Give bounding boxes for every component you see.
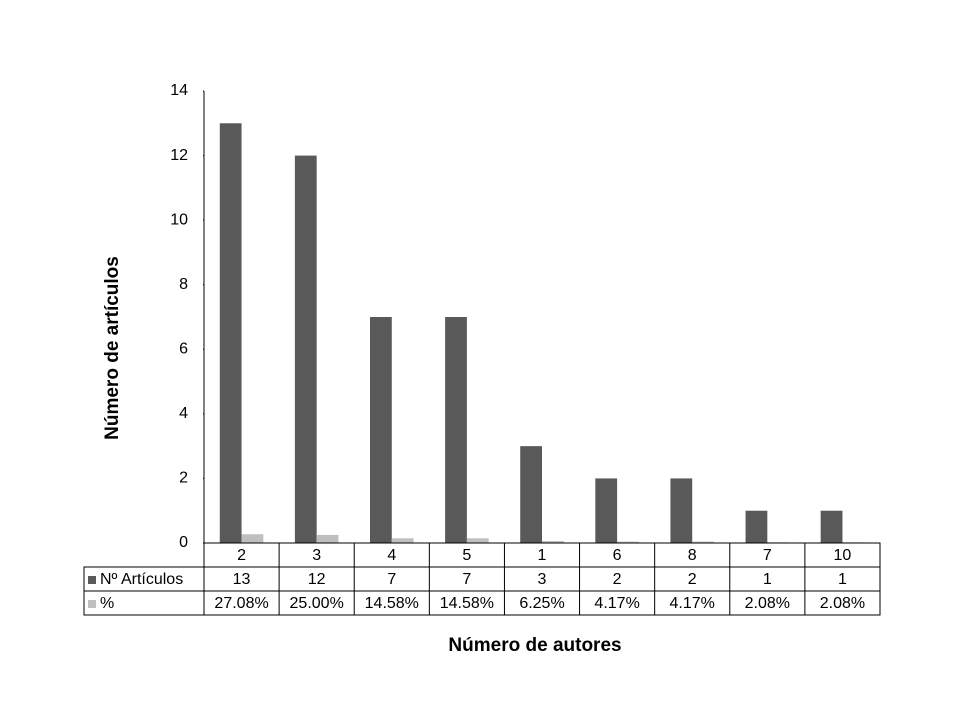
table-value: 1 <box>763 571 772 588</box>
table-value: 2.08% <box>745 595 790 612</box>
table-value: 2 <box>688 571 697 588</box>
x-tick-label: 6 <box>613 547 622 564</box>
x-tick-label: 7 <box>763 547 772 564</box>
bar <box>617 541 639 543</box>
bar <box>595 478 618 543</box>
bar <box>692 541 715 543</box>
legend-swatch <box>88 600 96 608</box>
x-tick-label: 1 <box>538 547 547 564</box>
table-value: 4.17% <box>594 595 639 612</box>
bar <box>520 446 542 543</box>
legend-label: % <box>100 595 114 612</box>
bar <box>670 478 693 543</box>
table-value: 1 <box>838 571 847 588</box>
table-value: 4.17% <box>670 595 715 612</box>
x-tick-label: 3 <box>312 547 321 564</box>
y-axis-title: Número de artículos <box>102 256 123 440</box>
table-value: 12 <box>308 571 326 588</box>
y-tick-label: 6 <box>179 341 188 358</box>
table-value: 27.08% <box>214 595 268 612</box>
y-tick-label: 0 <box>179 534 188 551</box>
bar <box>241 534 264 543</box>
table-value: 2.08% <box>820 595 865 612</box>
table-value: 7 <box>462 571 471 588</box>
table-value: 25.00% <box>290 595 344 612</box>
bar <box>391 538 414 543</box>
x-tick-label: 10 <box>834 547 852 564</box>
table-value: 14.58% <box>365 595 419 612</box>
bar <box>219 123 242 544</box>
y-tick-label: 8 <box>179 276 188 293</box>
table-value: 6.25% <box>519 595 564 612</box>
x-tick-label: 2 <box>237 547 246 564</box>
y-tick-label: 14 <box>170 82 188 99</box>
table-value: 7 <box>387 571 396 588</box>
bar <box>745 510 768 543</box>
table-value: 13 <box>233 571 251 588</box>
bar <box>466 538 489 543</box>
y-tick-label: 4 <box>179 405 188 422</box>
y-tick-label: 10 <box>170 211 188 228</box>
bar <box>445 317 467 543</box>
x-axis-title: Número de autores <box>448 635 621 656</box>
x-tick-label: 4 <box>387 547 396 564</box>
bar <box>369 317 392 543</box>
bar <box>316 534 339 543</box>
bar <box>820 510 843 543</box>
legend-label: Nº Artículos <box>100 571 183 588</box>
x-tick-label: 5 <box>462 547 471 564</box>
y-tick-label: 12 <box>170 147 188 164</box>
table-value: 3 <box>538 571 547 588</box>
bar <box>542 540 564 543</box>
x-tick-label: 8 <box>688 547 697 564</box>
bar <box>294 155 317 544</box>
table-value: 14.58% <box>440 595 494 612</box>
table-value: 2 <box>613 571 622 588</box>
legend-swatch <box>88 576 96 584</box>
y-tick-label: 2 <box>179 470 188 487</box>
